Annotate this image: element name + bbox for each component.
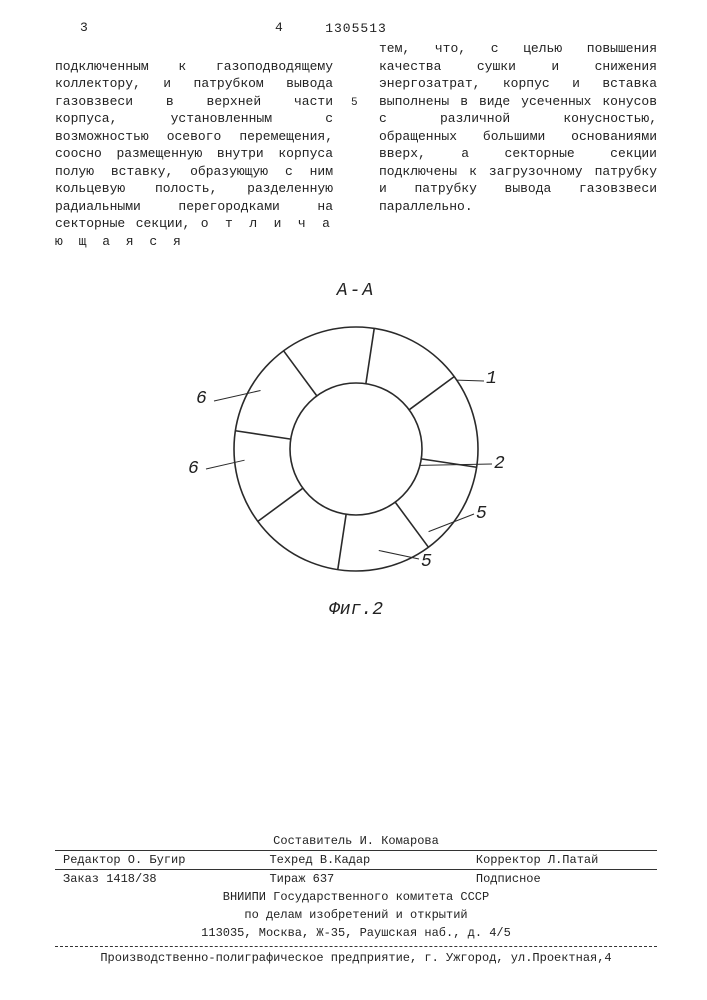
footer-row-1: Редактор О. Бугир Техред В.Кадар Коррект…	[55, 850, 657, 869]
callout-6a: 6	[196, 389, 207, 409]
column-right: тем, что, с целью повышения качества суш…	[379, 40, 657, 251]
callout-1: 1	[486, 369, 497, 389]
callout-2: 2	[494, 454, 505, 474]
footer-block: Составитель И. Комарова Редактор О. Буги…	[55, 832, 657, 965]
footer-addr: 113035, Москва, Ж-35, Раушская наб., д. …	[55, 924, 657, 942]
ring-diagram	[176, 309, 536, 589]
figure-wrapper: 1 2 5 5 6 6	[176, 309, 536, 594]
footer-org1: ВНИИПИ Государственного комитета СССР	[55, 888, 657, 906]
footer-tirazh: Тираж 637	[261, 870, 467, 888]
col-left-text: подключенным к газоподводящему коллектор…	[55, 59, 333, 232]
footer-techred: Техред В.Кадар	[261, 851, 467, 869]
callout-5a: 5	[476, 504, 487, 524]
footer-editor: Редактор О. Бугир	[55, 851, 261, 869]
footer-production: Производственно-полиграфическое предприя…	[55, 946, 657, 965]
footer-row-2: Заказ 1418/38 Тираж 637 Подписное	[55, 870, 657, 888]
patent-number: 1305513	[55, 21, 657, 36]
column-left: подключенным к газоподводящему коллектор…	[55, 40, 333, 251]
page-number-right: 4	[275, 20, 283, 35]
footer-corrector: Корректор Л.Патай	[468, 851, 657, 869]
figure-caption: Фиг.2	[55, 600, 657, 620]
figure-area: А-А 1 2 5 5 6 6 Фиг.2	[55, 281, 657, 620]
section-label: А-А	[55, 281, 657, 301]
page: 3 4 1305513 подключенным к газоподводяще…	[0, 0, 707, 1000]
callout-5b: 5	[421, 552, 432, 572]
footer-org2: по делам изобретений и открытий	[55, 906, 657, 924]
line-marker-5: 5	[351, 96, 358, 111]
page-number-left: 3	[80, 20, 88, 35]
text-columns: подключенным к газоподводящему коллектор…	[55, 40, 657, 251]
footer-subscr: Подписное	[468, 870, 657, 888]
footer-order: Заказ 1418/38	[55, 870, 261, 888]
callout-6b: 6	[188, 459, 199, 479]
column-gutter: 5	[351, 40, 361, 251]
footer-compiler: Составитель И. Комарова	[55, 832, 657, 850]
